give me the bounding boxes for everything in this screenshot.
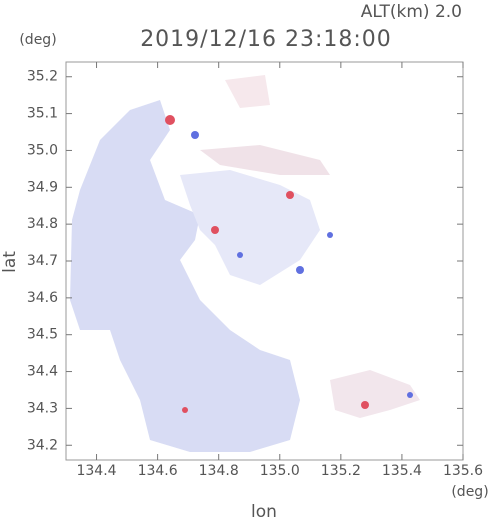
echo-area bbox=[200, 145, 330, 175]
x-tick-label: 135.0 bbox=[260, 463, 300, 479]
y-unit: (deg) bbox=[19, 32, 56, 48]
y-tick-label: 35.0 bbox=[27, 142, 58, 158]
y-tick-label: 34.2 bbox=[27, 437, 58, 453]
y-tick-label: 34.8 bbox=[27, 216, 58, 232]
x-tick-label: 135.2 bbox=[321, 463, 361, 479]
echo-spot bbox=[361, 401, 369, 409]
x-tick-label: 134.8 bbox=[199, 463, 239, 479]
x-tick-label: 135.4 bbox=[382, 463, 422, 479]
y-tick-label: 34.3 bbox=[27, 400, 58, 416]
echo-area bbox=[180, 170, 320, 285]
y-tick-label: 34.7 bbox=[27, 253, 58, 269]
echo-spot bbox=[165, 115, 175, 125]
radar-field bbox=[70, 75, 420, 452]
echo-spot bbox=[211, 226, 219, 234]
echo-spot bbox=[182, 407, 188, 413]
y-tick-label: 34.9 bbox=[27, 179, 58, 195]
echo-spot bbox=[327, 232, 333, 238]
y-tick-label: 34.4 bbox=[27, 364, 58, 380]
x-tick-label: 134.4 bbox=[76, 463, 116, 479]
echo-spot bbox=[296, 266, 304, 274]
x-unit: (deg) bbox=[451, 484, 488, 500]
echo-spot bbox=[286, 191, 294, 199]
echo-area bbox=[225, 75, 270, 108]
y-tick-label: 34.6 bbox=[27, 290, 58, 306]
echo-area bbox=[70, 100, 300, 452]
y-tick-label: 35.2 bbox=[27, 69, 58, 85]
echo-spot bbox=[407, 392, 413, 398]
chart-title: 2019/12/16 23:18:00 bbox=[140, 27, 392, 52]
y-tick-label: 34.5 bbox=[27, 327, 58, 343]
x-axis-label: lon bbox=[251, 502, 277, 521]
echo-spot bbox=[191, 131, 199, 139]
x-tick-label: 134.6 bbox=[138, 463, 178, 479]
echo-area bbox=[330, 370, 420, 418]
echo-spot bbox=[237, 252, 243, 258]
y-tick-label: 35.1 bbox=[27, 106, 58, 122]
y-axis-label: lat bbox=[0, 251, 20, 273]
altitude-label: ALT(km) 2.0 bbox=[361, 2, 462, 22]
x-tick-label: 135.6 bbox=[443, 463, 483, 479]
